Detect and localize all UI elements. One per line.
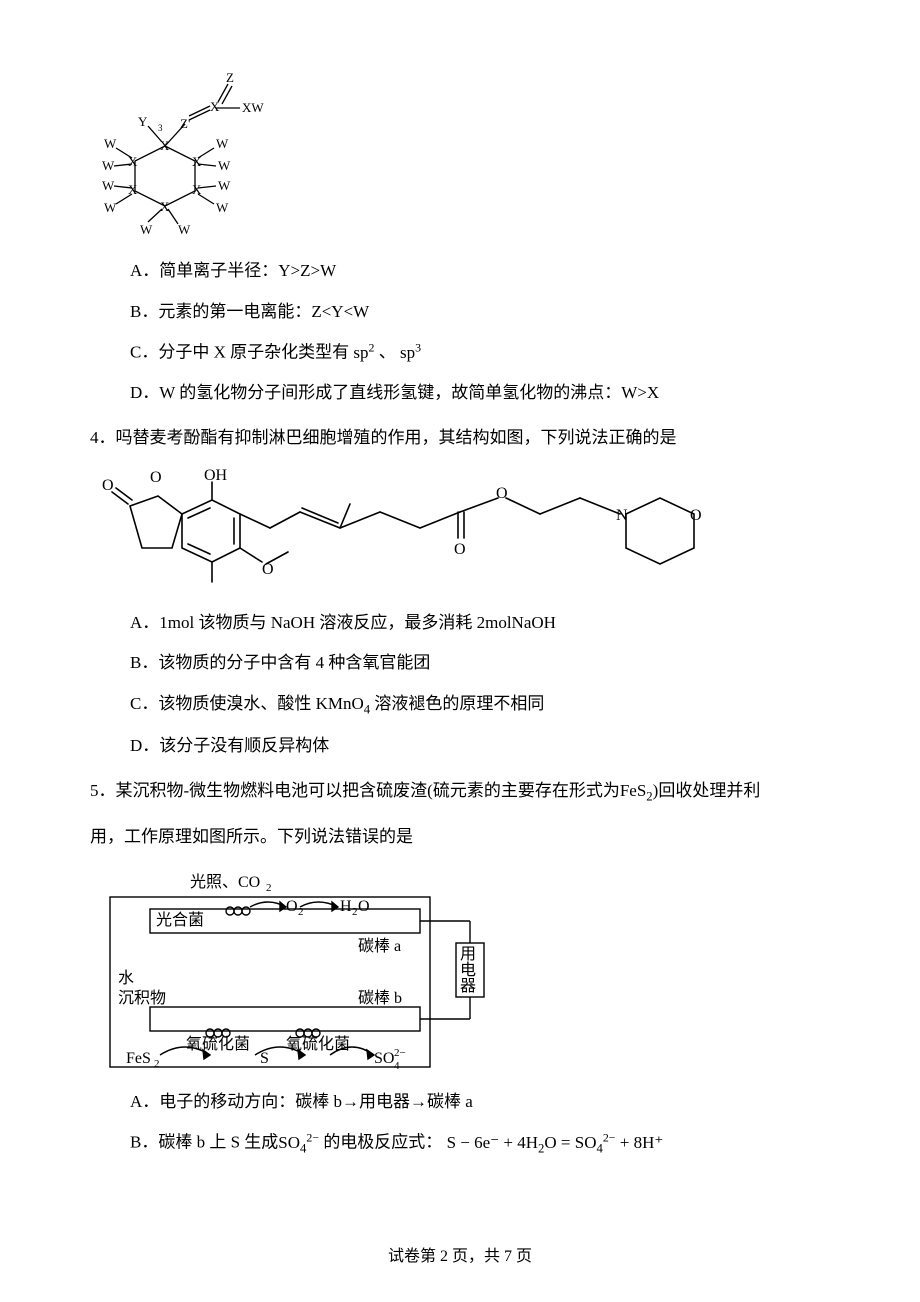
q4-option-d: D．该分子没有顺反异构体: [130, 731, 830, 762]
svg-text:O: O: [496, 485, 508, 502]
svg-text:2: 2: [154, 1058, 160, 1070]
svg-text:氧硫化菌: 氧硫化菌: [186, 1035, 250, 1053]
svg-text:W: W: [218, 158, 231, 173]
q5-stem: 5．某沉积物-微生物燃料电池可以把含硫废渣(硫元素的主要存在形式为FeS2)回收…: [90, 776, 830, 808]
q4-option-a: A．1mol 该物质与 NaOH 溶液反应，最多消耗 2molNaOH: [130, 608, 830, 639]
q3-structure-diagram: XXX XXX Z'XXW 3 Z Y WW WW WW WW WW: [90, 66, 830, 246]
svg-text:O: O: [150, 469, 162, 486]
svg-text:氧硫化菌: 氧硫化菌: [286, 1035, 350, 1053]
svg-text:Y: Y: [138, 114, 148, 129]
svg-text:X: X: [128, 154, 138, 169]
fuel-cell-svg: 光照、CO2 光合菌 O2 H2O 碳棒 a 水 沉积物 碳棒 b 用电器 Fe…: [90, 867, 520, 1077]
q3-option-c: C．分子中 X 原子杂化类型有 sp2 、 sp3: [130, 337, 830, 368]
svg-text:2: 2: [352, 906, 358, 918]
svg-text:用: 用: [460, 946, 476, 963]
svg-text:碳棒 b: 碳棒 b: [358, 989, 402, 1007]
svg-text:光照、CO: 光照、CO: [190, 873, 260, 891]
q5-fuel-cell-diagram: 光照、CO2 光合菌 O2 H2O 碳棒 a 水 沉积物 碳棒 b 用电器 Fe…: [90, 867, 830, 1077]
q4-c-prefix: C．该物质使溴水、酸性: [130, 694, 311, 713]
q4-c-kmno4: KMnO4: [316, 694, 371, 713]
svg-text:S: S: [260, 1050, 269, 1067]
svg-text:4: 4: [394, 1060, 400, 1072]
q5-b-so4: SO42−: [278, 1133, 319, 1152]
svg-text:H: H: [340, 898, 352, 915]
svg-text:2−: 2−: [394, 1047, 406, 1059]
svg-text:X: X: [192, 182, 202, 197]
svg-text:W: W: [178, 222, 191, 237]
svg-text:W: W: [216, 200, 229, 215]
svg-text:OH: OH: [204, 468, 228, 484]
q3-option-b: B．元素的第一电离能：Z<Y<W: [130, 297, 830, 328]
svg-text:XW: XW: [242, 100, 264, 115]
svg-text:X: X: [210, 99, 220, 114]
svg-text:X: X: [160, 199, 170, 214]
svg-text:SO: SO: [374, 1050, 394, 1067]
q5-b-prefix: B．碳棒 b 上 S 生成: [130, 1133, 278, 1152]
svg-text:W: W: [216, 136, 229, 151]
q5-b-mid: 的电极反应式：: [323, 1133, 442, 1152]
svg-text:X: X: [128, 182, 138, 197]
svg-text:O: O: [454, 541, 466, 558]
q5-stem-prefix: 5．某沉积物-微生物燃料电池可以把含硫废渣(硫元素的主要存在形式为: [90, 781, 620, 800]
svg-text:W: W: [102, 158, 115, 173]
q5-b-eq: S − 6e⁻ + 4H2O = SO42− + 8H⁺: [447, 1133, 664, 1152]
svg-text:2: 2: [298, 906, 304, 918]
q4-structure-diagram: O O OH O O O N O: [90, 468, 830, 598]
q5-option-a: A．电子的移动方向：碳棒 b→用电器→碳棒 a: [130, 1087, 830, 1118]
svg-text:X: X: [192, 154, 202, 169]
hexagon-structure-svg: XXX XXX Z'XXW 3 Z Y WW WW WW WW WW: [90, 66, 280, 246]
svg-text:电: 电: [460, 961, 476, 979]
svg-text:碳棒 a: 碳棒 a: [358, 937, 401, 955]
svg-text:O: O: [102, 477, 114, 494]
q5-fes2: FeS2: [620, 781, 653, 800]
q5-stem-mid: )回收处理并利: [653, 781, 761, 800]
svg-text:W: W: [218, 178, 231, 193]
svg-text:O: O: [358, 898, 370, 915]
q4-c-suffix: 溶液褪色的原理不相同: [374, 694, 544, 713]
svg-text:2: 2: [266, 882, 272, 894]
svg-text:Z': Z': [180, 116, 190, 131]
svg-text:沉积物: 沉积物: [118, 989, 166, 1007]
q4-stem: 4．吗替麦考酚酯有抑制淋巴细胞增殖的作用，其结构如图，下列说法正确的是: [90, 423, 830, 454]
q3-option-d: D．W 的氢化物分子间形成了直线形氢键，故简单氢化物的沸点：W>X: [130, 378, 830, 409]
q3-option-a: A．简单离子半径：Y>Z>W: [130, 256, 830, 287]
q3-c-prefix: C．分子中 X 原子杂化类型有: [130, 343, 349, 362]
svg-text:N: N: [616, 507, 628, 524]
svg-text:水: 水: [118, 969, 134, 987]
svg-text:器: 器: [460, 977, 476, 995]
svg-text:W: W: [104, 200, 117, 215]
svg-text:X: X: [160, 138, 170, 153]
molecule-svg: O O OH O O O N O: [90, 468, 810, 598]
svg-text:O: O: [286, 898, 298, 915]
q4-option-b: B．该物质的分子中含有 4 种含氧官能团: [130, 648, 830, 679]
svg-text:3: 3: [158, 123, 163, 133]
svg-text:W: W: [140, 222, 153, 237]
svg-text:Z: Z: [226, 70, 234, 85]
svg-text:光合菌: 光合菌: [156, 911, 204, 929]
q5-stem-line2: 用，工作原理如图所示。下列说法错误的是: [90, 822, 830, 853]
svg-text:FeS: FeS: [126, 1050, 151, 1067]
svg-text:W: W: [102, 178, 115, 193]
page-footer: 试卷第 2 页，共 7 页: [0, 1243, 920, 1272]
svg-text:W: W: [104, 136, 117, 151]
svg-text:O: O: [690, 507, 702, 524]
q4-option-c: C．该物质使溴水、酸性 KMnO4 溶液褪色的原理不相同: [130, 689, 830, 721]
q3-c-sp3: sp3: [400, 343, 421, 362]
svg-text:O: O: [262, 561, 274, 578]
q3-c-sp2: sp2: [353, 343, 374, 362]
q5-option-b: B．碳棒 b 上 S 生成SO42− 的电极反应式： S − 6e⁻ + 4H2…: [130, 1127, 830, 1160]
